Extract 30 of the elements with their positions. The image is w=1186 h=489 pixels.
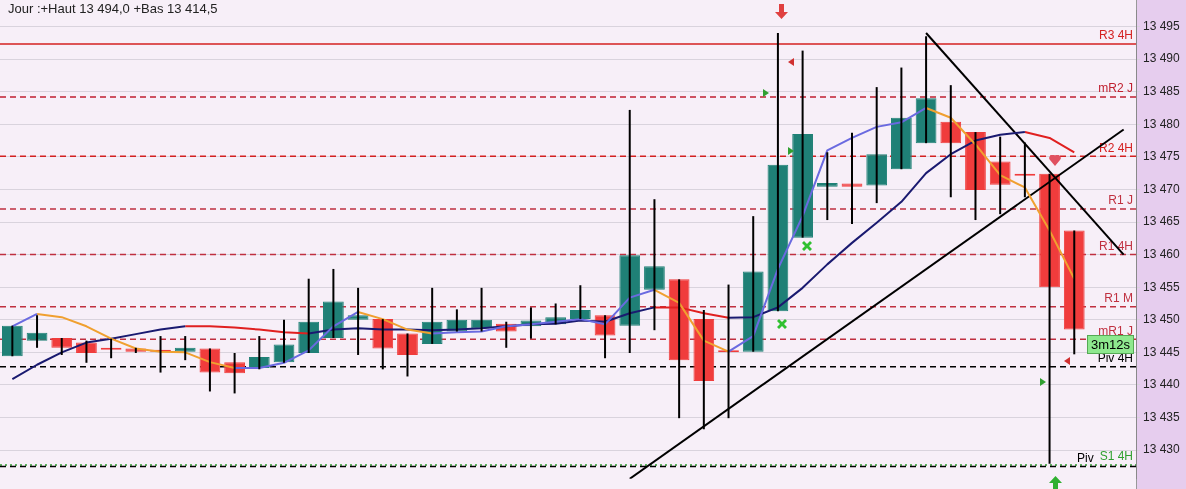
y-tick-label: 13 450 <box>1143 312 1181 327</box>
chart-title: Jour :+Haut 13 494,0 +Bas 13 414,5 <box>7 0 219 17</box>
ref-line-label: mR1 J <box>1098 323 1133 338</box>
candlestick <box>816 151 838 222</box>
y-tick-label: 13 475 <box>1143 149 1181 164</box>
y-tick-label: 13 470 <box>1143 181 1181 196</box>
y-tick-label: 13 465 <box>1143 214 1181 229</box>
candlestick <box>51 337 73 356</box>
y-tick-label: 13 495 <box>1143 18 1181 33</box>
annotation: 3m12s <box>1086 335 1134 354</box>
ref-line-label: R3 4H <box>1098 28 1133 43</box>
y-tick-label: 13 430 <box>1143 442 1181 457</box>
y-tick-label: 13 435 <box>1143 409 1181 424</box>
ref-line-label: R1 M <box>1104 291 1133 306</box>
ref-line-label: R1 J <box>1108 193 1133 208</box>
candlestick <box>866 86 888 205</box>
y-tick-label: 13 485 <box>1143 83 1181 98</box>
y-tick-label: 13 490 <box>1143 51 1181 66</box>
y-tick-label: 13 440 <box>1143 377 1181 392</box>
candlestick <box>644 198 665 332</box>
candlestick <box>174 335 196 362</box>
ref-line-label: Piv <box>1076 450 1094 465</box>
candlestick <box>347 286 369 356</box>
ref-line-label: mR2 J <box>1098 81 1133 96</box>
ref-line-label: R1 4H <box>1098 238 1133 253</box>
ref-line-label: S1 4H <box>1099 449 1133 464</box>
y-tick-label: 13 445 <box>1143 344 1181 359</box>
y-tick-label: 13 480 <box>1143 116 1181 131</box>
y-tick-label: 13 460 <box>1143 246 1181 261</box>
y-tick-label: 13 455 <box>1143 279 1181 294</box>
